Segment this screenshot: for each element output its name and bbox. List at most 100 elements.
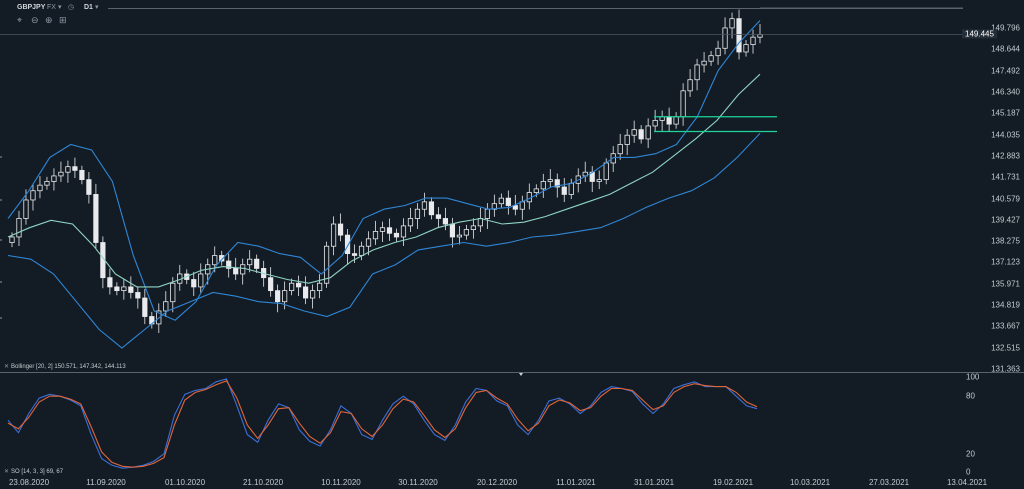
oscillator-tick-label: 20 (966, 449, 975, 459)
candle-body (9, 236, 15, 243)
price-tick-label: 139.427 (991, 215, 1020, 225)
candle (491, 194, 497, 217)
candle-body (163, 301, 169, 312)
candle-body (638, 129, 644, 140)
candle (149, 311, 155, 329)
bollinger-lower-line (7, 133, 761, 349)
crosshair-icon[interactable]: ⌖ (17, 15, 23, 25)
candle (337, 213, 344, 242)
bollinger-values: Bollinger [20, 2] 150.571, 147.342, 144.… (11, 364, 126, 370)
candle-body (44, 181, 50, 186)
candle (477, 207, 483, 232)
candle (121, 279, 127, 300)
candle (414, 203, 421, 230)
date-tick-label: 23.08.2020 (8, 478, 50, 487)
candle-body (498, 197, 504, 205)
candle (100, 236, 106, 289)
clock-icon[interactable]: ◷ (68, 4, 75, 11)
remove-indicator-icon[interactable]: ✕ (4, 364, 10, 370)
candle-body (694, 64, 700, 81)
candle-body (247, 258, 253, 266)
candle-body (757, 34, 763, 38)
candle (79, 165, 85, 185)
bollinger-middle-line (7, 73, 761, 288)
candle (428, 197, 435, 220)
candle (722, 17, 728, 55)
candle-body (226, 260, 232, 269)
candle-body (449, 223, 456, 238)
zoom-out-icon[interactable]: ⊖ (31, 15, 39, 25)
candle-body (624, 134, 630, 145)
date-tick-label: 19.02.2021 (712, 478, 754, 487)
stochastic-chart[interactable] (0, 373, 963, 476)
stochastic-indicator-label: ✕ SO [14, 3, 3] 69, 67 (4, 468, 63, 475)
candle-body (414, 208, 421, 219)
date-tick-label: 27.03.2021 (868, 478, 910, 487)
candle (309, 284, 316, 309)
price-axis[interactable] (963, 0, 1024, 372)
candle-body (435, 214, 442, 219)
candle (219, 250, 225, 266)
candle (30, 184, 36, 211)
candle-body (729, 18, 735, 29)
candle-body (400, 225, 407, 238)
candle-body (135, 292, 141, 299)
candle-body (37, 184, 43, 192)
bollinger-upper-line (7, 20, 761, 321)
candle-body (596, 179, 602, 182)
price-tick-label: 138.275 (991, 236, 1020, 246)
fit-icon[interactable]: ⊞ (59, 15, 67, 25)
price-tick-label: 140.579 (991, 194, 1020, 203)
candle (86, 172, 92, 204)
candle (561, 177, 567, 203)
candle-body (344, 234, 351, 255)
pane-separator[interactable] (0, 372, 1024, 373)
candle-body (268, 277, 274, 292)
candle (484, 203, 490, 230)
symbol-label[interactable]: GBPJPY (17, 4, 46, 11)
candle-body (93, 194, 99, 243)
candle-body (107, 277, 113, 288)
pane-drag-handle-icon[interactable] (519, 373, 523, 376)
candle (386, 218, 393, 241)
candle (275, 284, 281, 313)
candle-body (568, 182, 574, 195)
date-tick-label: 10.11.2020 (321, 478, 361, 487)
price-tick-label: 149.796 (991, 23, 1020, 33)
candle (743, 39, 749, 57)
stochastic-k-line (7, 378, 758, 469)
timeframe-label[interactable]: D1 (84, 4, 93, 11)
candle (37, 176, 43, 199)
candle-body (128, 286, 134, 293)
candle-body (736, 18, 742, 53)
candle (435, 207, 442, 228)
candle (449, 217, 456, 248)
candle (624, 129, 630, 156)
candle (750, 29, 756, 54)
price-tick-label: 133.667 (991, 321, 1020, 331)
candle (254, 254, 260, 274)
price-chart[interactable] (0, 0, 963, 372)
candle-body (79, 169, 85, 181)
timeframe-dropdown-icon[interactable]: ▾ (95, 4, 99, 11)
candles (9, 9, 763, 333)
candle (442, 207, 449, 231)
remove-indicator-icon[interactable]: ✕ (4, 469, 10, 475)
candle (128, 276, 134, 299)
bollinger-indicator-label: ✕ Bollinger [20, 2] 150.571, 147.342, 144… (4, 363, 126, 370)
date-tick-label: 13.04.2021 (946, 478, 988, 487)
candle-body (407, 218, 414, 227)
candle-body (505, 197, 511, 206)
candle (323, 241, 330, 288)
candle (456, 226, 463, 245)
candle (470, 218, 476, 239)
candle-body (254, 258, 260, 269)
candle-body (65, 166, 71, 173)
symbol-dropdown-icon[interactable]: ▾ (58, 4, 62, 11)
candle (240, 258, 246, 285)
candle-body (198, 273, 204, 288)
zoom-in-icon[interactable]: ⊕ (45, 15, 53, 25)
candle (177, 264, 183, 291)
candle-body (351, 253, 358, 256)
candle (296, 275, 302, 296)
